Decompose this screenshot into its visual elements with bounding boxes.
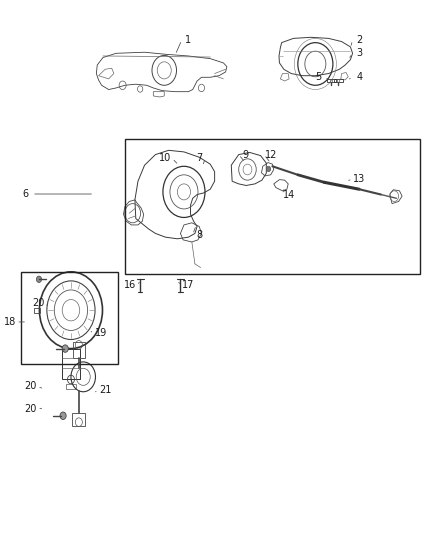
Circle shape: [62, 345, 68, 352]
Text: 6: 6: [22, 189, 28, 199]
Bar: [21, 272, 118, 364]
Text: 3: 3: [356, 49, 362, 58]
Text: 20: 20: [32, 298, 45, 308]
Text: 10: 10: [159, 154, 172, 163]
Text: 1: 1: [185, 35, 191, 45]
Text: 5: 5: [315, 72, 321, 82]
Text: 13: 13: [353, 174, 365, 184]
Text: 16: 16: [124, 280, 136, 290]
Circle shape: [36, 276, 42, 282]
Text: 4: 4: [356, 72, 362, 82]
Text: 21: 21: [99, 385, 111, 395]
Text: 17: 17: [182, 280, 194, 290]
Circle shape: [60, 412, 66, 419]
Text: 7: 7: [196, 154, 202, 163]
Text: 19: 19: [95, 328, 107, 338]
Bar: [125, 139, 420, 274]
Text: 9: 9: [242, 150, 248, 159]
Text: 8: 8: [196, 230, 202, 239]
Text: 20: 20: [25, 405, 37, 414]
Circle shape: [266, 166, 271, 172]
Text: 2: 2: [356, 35, 362, 45]
Text: 12: 12: [265, 150, 277, 159]
Text: 20: 20: [25, 382, 37, 391]
Text: 14: 14: [283, 190, 295, 199]
Text: 18: 18: [4, 317, 16, 327]
